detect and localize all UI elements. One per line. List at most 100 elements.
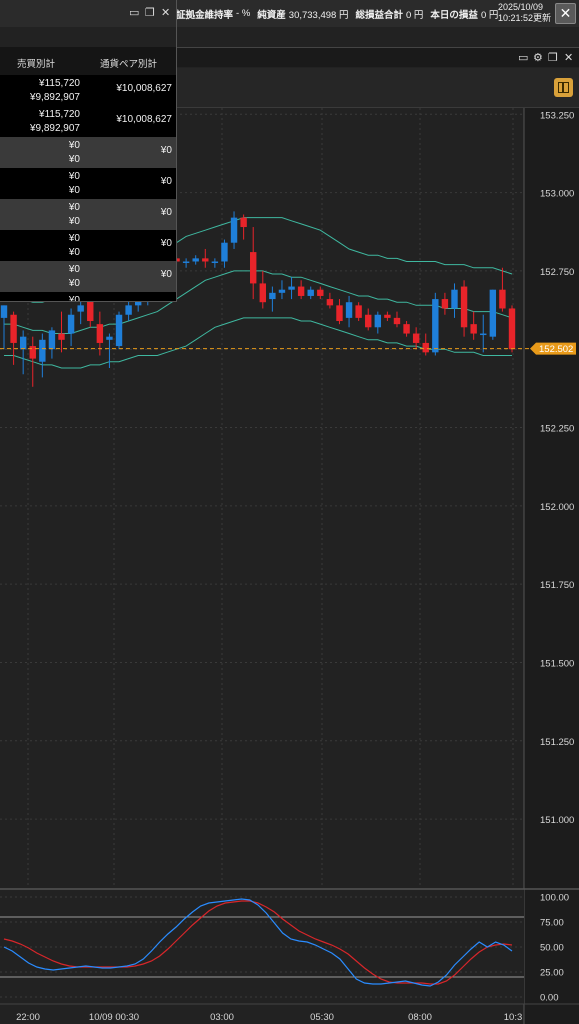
price-axis-bg: [524, 108, 579, 1024]
panel-row[interactable]: ¥115,720 ¥9,892,907 ¥10,008,627: [0, 106, 176, 137]
candle-body: [422, 342, 429, 353]
time-tick-label: 05:30: [310, 1012, 334, 1023]
side-total-buy: ¥0: [68, 171, 80, 182]
candle-body: [412, 333, 420, 343]
candle-body: [317, 289, 324, 296]
panel-minimize-icon[interactable]: ▭: [129, 7, 140, 19]
panel-row[interactable]: ¥115,720 ¥9,892,907 ¥10,008,627: [0, 75, 176, 106]
side-total-sell: ¥0: [68, 154, 80, 165]
candle-body: [259, 283, 266, 303]
candle-body: [269, 292, 276, 300]
price-tick-label: 152.250: [540, 424, 574, 435]
position-summary-panel: ▭ ❐ ✕ 売買別計 通貨ペア別計 ¥115,720 ¥9,892,907 ¥10,…: [0, 0, 177, 302]
candle-body: [87, 299, 94, 322]
panel-row[interactable]: ¥0 ¥0 ¥0: [0, 199, 176, 230]
candle-body: [499, 289, 506, 309]
candle-body: [230, 217, 238, 243]
candle-body: [39, 339, 46, 362]
side-total-cell: ¥0 ¥0: [69, 263, 80, 291]
panel-row[interactable]: ¥0: [0, 292, 176, 302]
time-tick-label: 10:3: [504, 1012, 523, 1023]
net-assets-label: 純資産: [257, 9, 286, 21]
layout-grid-button[interactable]: [554, 78, 573, 97]
total-pl-label: 総損益合計: [355, 9, 403, 21]
time-tick-label: 22:00: [16, 1012, 40, 1023]
candle-body: [211, 261, 219, 263]
candle-body: [288, 286, 295, 290]
side-total-buy: ¥115,720: [39, 78, 80, 89]
osc-tick-label: 100.00: [540, 893, 569, 904]
net-assets-value: 30,733,498 円: [288, 9, 349, 21]
current-price-label: 152.502: [539, 344, 573, 355]
side-total-sell: ¥0: [68, 278, 80, 289]
candle-body: [345, 302, 353, 318]
band-middle-line: [4, 270, 513, 334]
panel-column-headers: 売買別計 通貨ペア別計: [0, 47, 176, 75]
gear-icon[interactable]: ⚙: [533, 52, 543, 64]
col-header-side: 売買別計: [17, 59, 56, 70]
side-total-buy: ¥0: [68, 140, 80, 151]
candle-body: [355, 305, 362, 318]
candle-body: [250, 252, 257, 284]
side-total-cell: ¥115,720 ¥9,892,907: [30, 108, 80, 136]
candle-body: [221, 242, 228, 262]
today-pl-value: 0 円: [480, 9, 499, 21]
candle-body: [29, 346, 36, 359]
candle-body: [58, 333, 65, 340]
panel-restore-icon[interactable]: ❐: [145, 7, 155, 19]
close-icon[interactable]: ✕: [555, 3, 576, 24]
account-status-strip: 証拠金維持率 - % 純資産 30,733,498 円 総損益合計 0 円 本日…: [176, 0, 505, 27]
current-price-tag: [530, 342, 576, 355]
side-total-buy: ¥0: [68, 202, 80, 213]
candle-body: [202, 258, 209, 262]
panel-tab-strip: [0, 27, 176, 47]
close-chart-icon[interactable]: ✕: [564, 52, 574, 64]
side-total-buy: ¥0: [68, 295, 80, 302]
restore-icon[interactable]: ❐: [548, 52, 558, 64]
candle-body: [297, 286, 305, 296]
pair-total-cell: ¥0: [160, 176, 172, 187]
pair-total-cell: ¥0: [160, 238, 172, 249]
candle-body: [307, 289, 314, 296]
price-tick-label: 151.250: [540, 737, 574, 748]
minimize-icon[interactable]: ▭: [518, 52, 529, 64]
side-total-cell: ¥0: [68, 294, 80, 302]
osc-tick-label: 75.00: [540, 918, 564, 929]
candle-body: [336, 305, 343, 322]
price-tick-label: 152.750: [540, 267, 574, 278]
osc-d-line: [3, 900, 513, 985]
pair-total-cell: ¥0: [160, 145, 172, 156]
total-pl-value: 0 円: [405, 9, 424, 21]
panel-title-bar: ▭ ❐ ✕: [0, 0, 176, 27]
col-header-pair: 通貨ペア別計: [100, 59, 158, 70]
candle-body: [240, 217, 247, 228]
osc-k-line: [3, 898, 513, 987]
candle-body: [115, 314, 123, 347]
candle-body: [326, 299, 334, 306]
panel-row[interactable]: ¥0 ¥0 ¥0: [0, 230, 176, 261]
panel-row[interactable]: ¥0 ¥0 ¥0: [0, 261, 176, 292]
price-tick-label: 152.000: [540, 502, 574, 513]
candle-body: [470, 324, 477, 334]
time-tick-label: 08:00: [408, 1012, 432, 1023]
pair-total-cell: ¥10,008,627: [116, 114, 172, 125]
pair-total-cell: ¥10,008,627: [116, 83, 172, 94]
panel-row[interactable]: ¥0 ¥0 ¥0: [0, 137, 176, 168]
stochastic-oscillator: 100.00 75.00 50.00 25.00 0.00: [0, 888, 579, 1004]
side-total-buy: ¥0: [68, 233, 80, 244]
panel-row[interactable]: ¥0 ¥0 ¥0: [0, 168, 176, 199]
panel-close-icon[interactable]: ✕: [161, 7, 171, 19]
candlestick-chart[interactable]: 153.250153.000152.750152.500152.250152.0…: [0, 108, 579, 1024]
side-total-buy: ¥115,720: [39, 109, 80, 120]
price-tick-label: 153.250: [540, 110, 574, 121]
candle-body: [365, 314, 372, 328]
price-tick-label: 153.000: [540, 189, 574, 200]
candle-body: [125, 305, 132, 315]
candle-body: [393, 317, 401, 325]
margin-ratio-label: 証拠金維持率: [176, 9, 234, 21]
candle-body: [480, 333, 487, 336]
osc-tick-label: 25.00: [540, 968, 564, 979]
pair-total-cell: ¥0: [160, 269, 172, 280]
candle-body: [451, 289, 458, 309]
side-total-cell: ¥115,720 ¥9,892,907: [30, 77, 80, 105]
